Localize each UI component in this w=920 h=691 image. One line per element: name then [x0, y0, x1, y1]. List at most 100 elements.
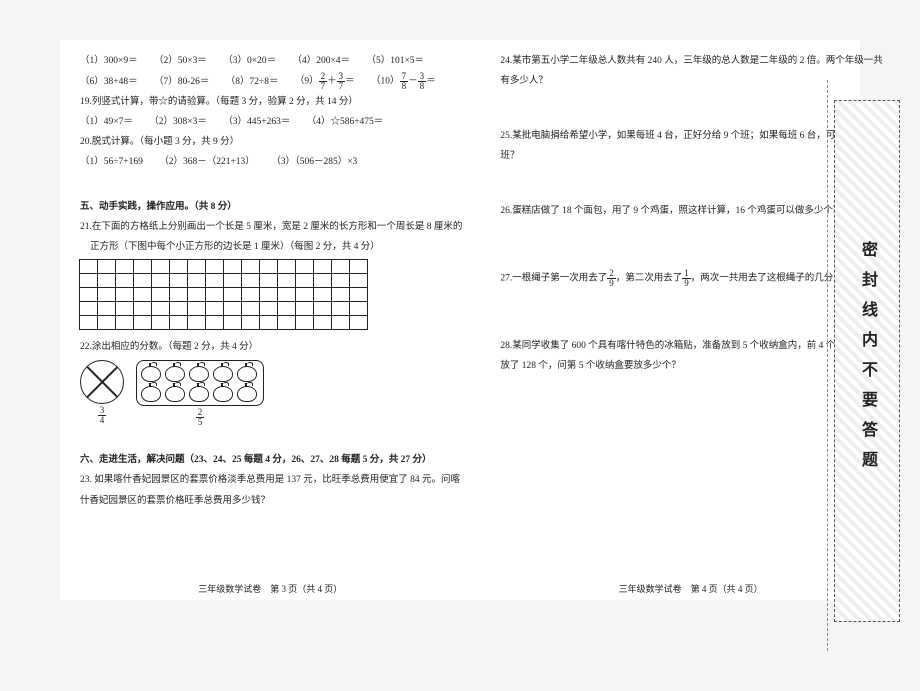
grid-cell	[169, 273, 188, 288]
section-5: 五、动手实践，操作应用。（共 8 分）	[80, 198, 462, 216]
q23-line1: 23. 如果喀什香妃园景区的套票价格淡季总费用是 137 元，比旺季总费用便宜了…	[80, 471, 462, 489]
q19-2: （2）308×3＝	[149, 113, 207, 131]
apple-icon	[141, 366, 161, 382]
q20-3: （3）（506－285）×3	[271, 153, 357, 171]
grid-cell	[79, 273, 98, 288]
apple-icon	[237, 386, 257, 402]
grid-cell	[205, 259, 224, 274]
grid-cell	[79, 287, 98, 302]
q18-row2: （6）38+48＝ （7）80-26＝ （8）72÷8＝ （9）27＋37＝ （…	[80, 72, 462, 91]
q19-title: 19.列竖式计算，带☆的请验算。（每题 3 分，验算 2 分，共 14 分）	[80, 93, 462, 111]
q22-circle	[80, 360, 124, 404]
grid-cell	[187, 287, 206, 302]
q18-7: （7）80-26＝	[154, 73, 209, 91]
grid-cell	[97, 315, 116, 330]
grid-cell	[97, 301, 116, 316]
grid-cell	[241, 259, 260, 274]
q26: 26.蛋糕店做了 18 个面包，用了 9 个鸡蛋，照这样计算，16 个鸡蛋可以做…	[500, 202, 882, 220]
grid-cell	[169, 315, 188, 330]
apple-icon	[189, 366, 209, 382]
binding-dash-line	[827, 80, 828, 651]
grid-cell	[295, 315, 314, 330]
grid-cell	[277, 301, 296, 316]
q22-applebox-wrap: 25	[136, 360, 264, 427]
q19-3: （3）445+263＝	[223, 113, 290, 131]
grid-cell	[133, 273, 152, 288]
apple-icon	[165, 366, 185, 382]
grid-cell	[97, 287, 116, 302]
grid-cell	[115, 315, 134, 330]
frac-7-8: 78	[400, 72, 409, 91]
grid-cell	[223, 259, 242, 274]
grid-cell	[187, 259, 206, 274]
grid-cell	[331, 273, 350, 288]
frac-1-9: 19	[682, 269, 691, 288]
q25-line1: 25.某批电脑捐给希望小学，如果每班 4 台，正好分给 9 个班；如果每班 6 …	[500, 127, 882, 145]
grid-cell	[151, 287, 170, 302]
q22-applebox	[136, 360, 264, 406]
apple-icon	[141, 386, 161, 402]
apple-icon	[189, 386, 209, 402]
grid-cell	[331, 301, 350, 316]
q27-pre: 27.一根绳子第一次用去了	[500, 274, 607, 284]
frac-2-7: 27	[319, 72, 328, 91]
frac-3-8: 38	[418, 72, 427, 91]
grid-cell	[241, 315, 260, 330]
q19-1: （1）49×7＝	[80, 113, 133, 131]
grid-cell	[259, 301, 278, 316]
q24-line1: 24.某市第五小学二年级总人数共有 240 人，三年级的总人数是二年级的 2 倍…	[500, 52, 882, 70]
q21-line2: 正方形（下图中每个小正方形的边长是 1 厘米）（每图 2 分，共 4 分）	[80, 238, 462, 256]
q18-5: （5）101×5＝	[366, 52, 424, 70]
grid-cell	[133, 259, 152, 274]
q18-6: （6）38+48＝	[80, 73, 138, 91]
grid-cell	[223, 287, 242, 302]
grid-cell	[277, 273, 296, 288]
page-left: （1）300×9＝ （2）50×3＝ （3）0×20＝ （4）200×4＝ （5…	[60, 40, 480, 600]
grid-cell	[223, 301, 242, 316]
grid-cell	[295, 259, 314, 274]
grid-cell	[277, 287, 296, 302]
q18-4: （4）200×4＝	[292, 52, 350, 70]
q18-2: （2）50×3＝	[154, 52, 207, 70]
grid-cell	[151, 315, 170, 330]
q28-line2: 放了 128 个，问第 5 个收纳盒要放多少个？	[500, 357, 882, 375]
q18-8: （8）72÷8＝	[226, 73, 279, 91]
grid-cell	[133, 315, 152, 330]
grid-cell	[151, 273, 170, 288]
q20-2: （2）368－（221+13）	[159, 153, 255, 171]
frac-2-9: 29	[607, 269, 616, 288]
grid-cell	[205, 315, 224, 330]
grid-cell	[205, 287, 224, 302]
grid-cell	[313, 287, 332, 302]
grid-cell	[241, 287, 260, 302]
grid-cell	[115, 287, 134, 302]
q22-circle-wrap: 34	[80, 360, 124, 425]
grid-cell	[223, 273, 242, 288]
grid-cell	[349, 273, 368, 288]
grid-cell	[205, 301, 224, 316]
apple-icon	[237, 366, 257, 382]
grid-cell	[115, 273, 134, 288]
frac-3-4: 34	[98, 406, 107, 425]
binding-area: 密封线内不要答题	[834, 100, 900, 622]
grid-cell	[313, 315, 332, 330]
grid-cell	[349, 301, 368, 316]
grid-cell	[349, 315, 368, 330]
q22-shapes: 34 25	[80, 360, 462, 427]
grid-cell	[331, 259, 350, 274]
binding-inner: 密封线内不要答题	[845, 111, 889, 611]
grid-cell	[349, 287, 368, 302]
grid-cell	[169, 301, 188, 316]
grid-cell	[115, 259, 134, 274]
grid-cell	[313, 273, 332, 288]
grid-cell	[277, 259, 296, 274]
grid-cell	[169, 259, 188, 274]
grid-cell	[187, 315, 206, 330]
grid-cell	[259, 273, 278, 288]
grid-cell	[97, 273, 116, 288]
q27: 27.一根绳子第一次用去了29，第二次用去了19，两次一共用去了这根绳子的几分之…	[500, 269, 882, 288]
grid-cell	[241, 273, 260, 288]
grid-cell	[295, 301, 314, 316]
grid-cell	[97, 259, 116, 274]
grid-cell	[151, 259, 170, 274]
